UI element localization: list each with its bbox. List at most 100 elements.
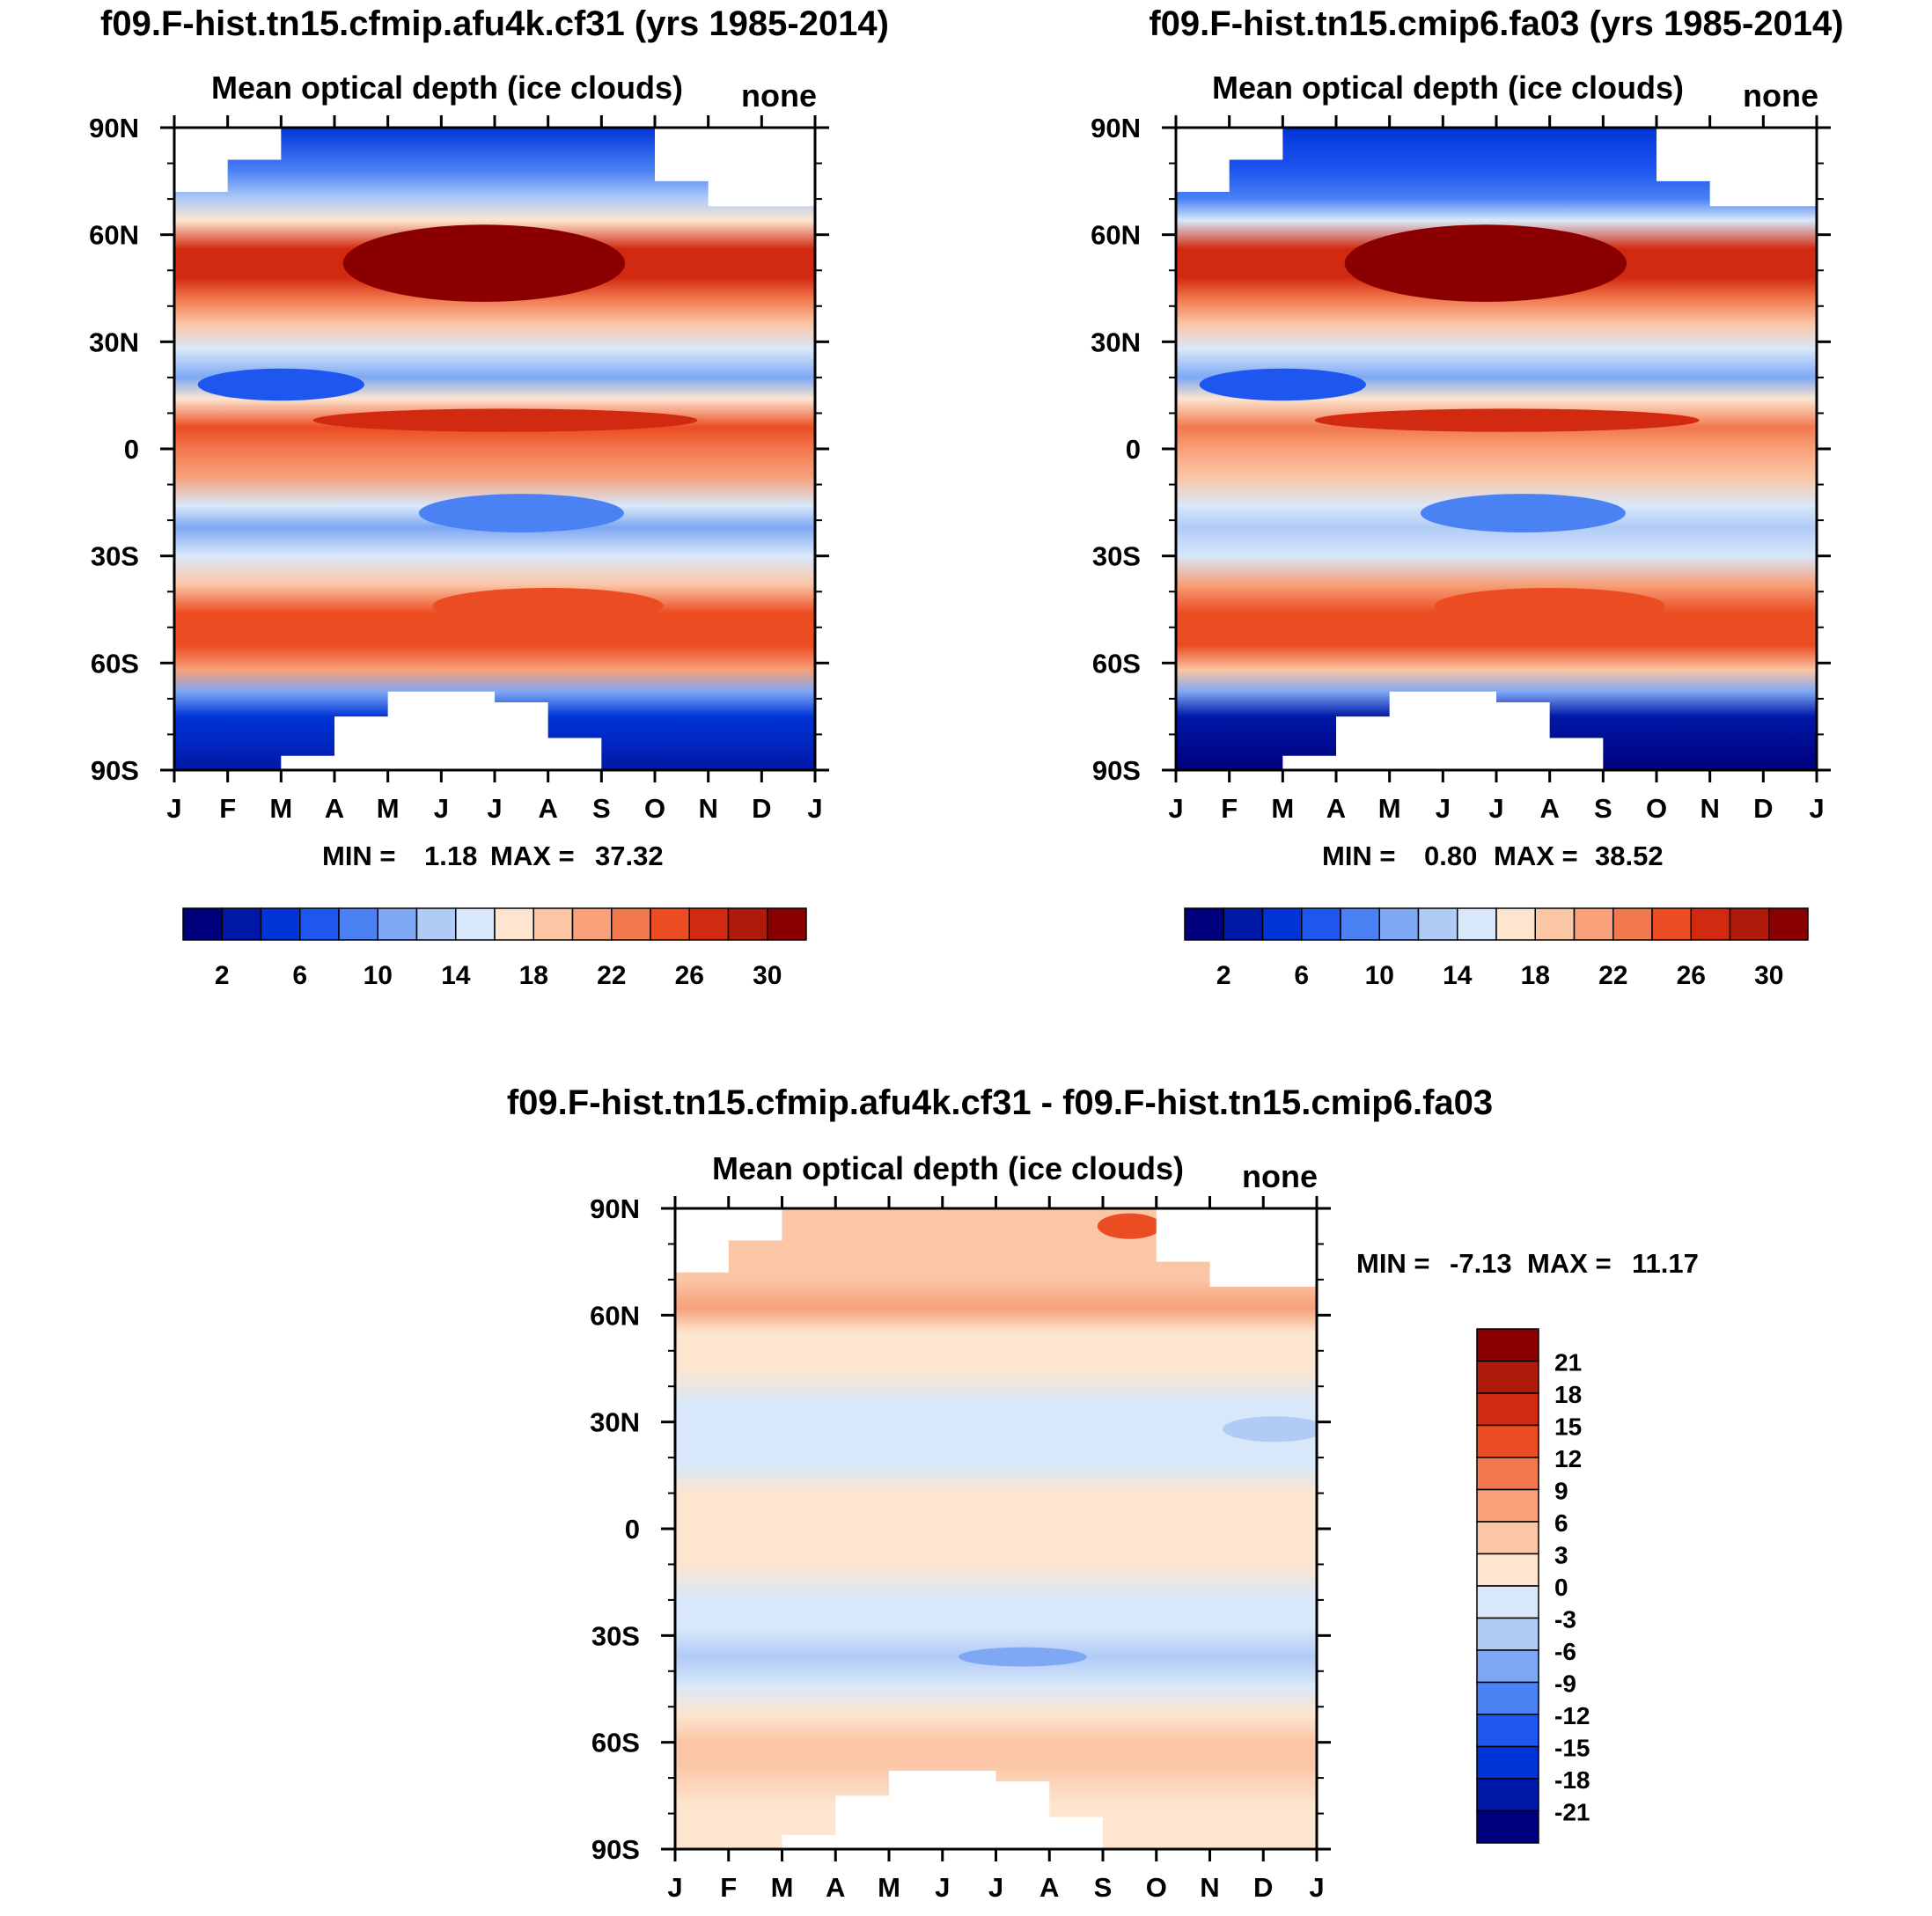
- x-tick-label: J: [1809, 793, 1824, 824]
- panel-2: f09.F-hist.tn15.cmip6.fa03 (yrs 1985-201…: [1091, 4, 1844, 990]
- colorbar-box: [1301, 907, 1341, 941]
- colorbar-box: [571, 907, 613, 941]
- panel-2-title: f09.F-hist.tn15.cmip6.fa03 (yrs 1985-201…: [1149, 4, 1843, 43]
- colorbar-label: 18: [1554, 1381, 1582, 1408]
- y-tick-label: 60N: [89, 220, 139, 251]
- colorbar-box: [182, 907, 223, 941]
- colorbar-box: [1476, 1360, 1539, 1394]
- panel-2-features: [1199, 224, 1700, 624]
- panel-1-field: [174, 128, 815, 770]
- colorbar-box: [1651, 907, 1692, 941]
- x-tick-label: S: [1594, 793, 1612, 824]
- y-tick-label: 30N: [89, 327, 139, 357]
- y-tick-label: 60S: [591, 1728, 640, 1758]
- y-tick-label: 90N: [89, 113, 139, 143]
- colorbar-label: 26: [1677, 961, 1706, 990]
- panel-1-axes: J F M A M J J A S O N D J 90N 60N 30N 0 30S 60S 90S: [89, 113, 829, 824]
- x-tick-label: J: [667, 1872, 682, 1903]
- y-tick-label: 90S: [591, 1834, 640, 1865]
- colorbar-label: 14: [1443, 961, 1473, 990]
- panel-2-subtitle: Mean optical depth (ice clouds): [1212, 70, 1684, 106]
- panel-1-features: [197, 224, 698, 624]
- x-tick-label: F: [219, 793, 236, 824]
- colorbar-box: [1261, 907, 1303, 941]
- colorbar-label: -21: [1554, 1799, 1590, 1826]
- colorbar-box: [415, 907, 457, 941]
- polar-max: [1097, 1213, 1162, 1239]
- colorbar-label: -6: [1554, 1638, 1576, 1665]
- colorbar-label: 30: [753, 961, 782, 990]
- panel-1-units: none: [741, 77, 817, 114]
- colorbar-label: 22: [1598, 961, 1627, 990]
- colorbar-box: [533, 907, 574, 941]
- colorbar-box: [1184, 907, 1224, 941]
- x-tick-label: J: [1488, 793, 1503, 824]
- colorbar-box: [1476, 1810, 1539, 1844]
- x-tick-label: J: [166, 793, 181, 824]
- sh-winter-max: [1434, 588, 1665, 624]
- panel-1: f09.F-hist.tn15.cfmip.afu4k.cf31 (yrs 19…: [89, 4, 889, 990]
- panel-3-colorbar: 21 18 15 12 9 6 3 0 -3 -6 -9 -12 -15 -18 -21: [1476, 1328, 1590, 1844]
- colorbar-box: [1476, 1585, 1539, 1619]
- x-tick-label: N: [1700, 793, 1719, 824]
- x-tick-label: A: [538, 793, 557, 824]
- colorbar-box: [611, 907, 651, 941]
- panel-2-missing-data: [1176, 128, 1817, 770]
- colorbar-box: [494, 907, 534, 941]
- panel-2-field: [1176, 128, 1817, 770]
- colorbar-box: [1378, 907, 1420, 941]
- y-tick-label: 30S: [1092, 541, 1141, 572]
- colorbar-label: 15: [1554, 1413, 1582, 1441]
- colorbar-label: 10: [364, 961, 393, 990]
- y-tick-label: 0: [1126, 434, 1141, 465]
- colorbar-box: [221, 907, 262, 941]
- north-polar-gap: [675, 1208, 1317, 1287]
- colorbar-box: [688, 907, 730, 941]
- panel-3: f09.F-hist.tn15.cfmip.afu4k.cf31 - f09.F…: [507, 1083, 1699, 1903]
- y-tick-label: 60N: [1091, 220, 1141, 251]
- x-tick-label: J: [1309, 1872, 1324, 1903]
- panel-2-max-label: MAX =: [1494, 841, 1578, 871]
- x-tick-label: A: [325, 793, 344, 824]
- x-tick-label: M: [269, 793, 292, 824]
- colorbar-box: [1476, 1457, 1539, 1491]
- colorbar-box: [1612, 907, 1653, 941]
- panel-1-title: f09.F-hist.tn15.cfmip.afu4k.cf31 (yrs 19…: [100, 4, 889, 43]
- nh-summer-max: [1344, 224, 1627, 302]
- x-tick-label: S: [1094, 1872, 1113, 1903]
- colorbar-label: 21: [1554, 1349, 1582, 1376]
- y-tick-label: 30N: [590, 1407, 640, 1438]
- x-tick-label: A: [1539, 793, 1559, 824]
- panel-1-max-value: 37.32: [595, 841, 664, 871]
- colorbar-box: [377, 907, 418, 941]
- colorbar-box: [1476, 1553, 1539, 1587]
- y-tick-label: 60S: [91, 648, 139, 679]
- x-tick-label: N: [698, 793, 717, 824]
- colorbar-box: [1729, 907, 1770, 941]
- colorbar-box: [338, 907, 378, 941]
- panel-3-min-label: MIN =: [1356, 1248, 1430, 1279]
- panel-2-colorbar: 2 6 10 14 18 22 26 30: [1184, 907, 1809, 990]
- colorbar-label: 6: [1294, 961, 1309, 990]
- x-tick-label: J: [434, 793, 449, 824]
- sh-subtropic-min: [418, 494, 624, 532]
- colorbar-box: [1476, 1521, 1539, 1555]
- colorbar-box: [1476, 1745, 1539, 1780]
- colorbar-label: -18: [1554, 1766, 1590, 1794]
- colorbar-box: [727, 907, 768, 941]
- x-tick-label: J: [988, 1872, 1003, 1903]
- nh-min: [1223, 1416, 1317, 1443]
- colorbar-box: [650, 907, 690, 941]
- panel-2-min-label: MIN =: [1322, 841, 1396, 871]
- colorbar-box: [455, 907, 496, 941]
- colorbar-label: -12: [1554, 1702, 1590, 1729]
- y-tick-label: 60S: [1092, 648, 1141, 679]
- colorbar-label: 18: [519, 961, 548, 990]
- colorbar-box: [1340, 907, 1380, 941]
- x-tick-label: O: [1646, 793, 1667, 824]
- colorbar-box: [767, 907, 807, 941]
- x-tick-label: M: [771, 1872, 794, 1903]
- y-tick-label: 30S: [91, 541, 139, 572]
- colorbar-label: 26: [675, 961, 704, 990]
